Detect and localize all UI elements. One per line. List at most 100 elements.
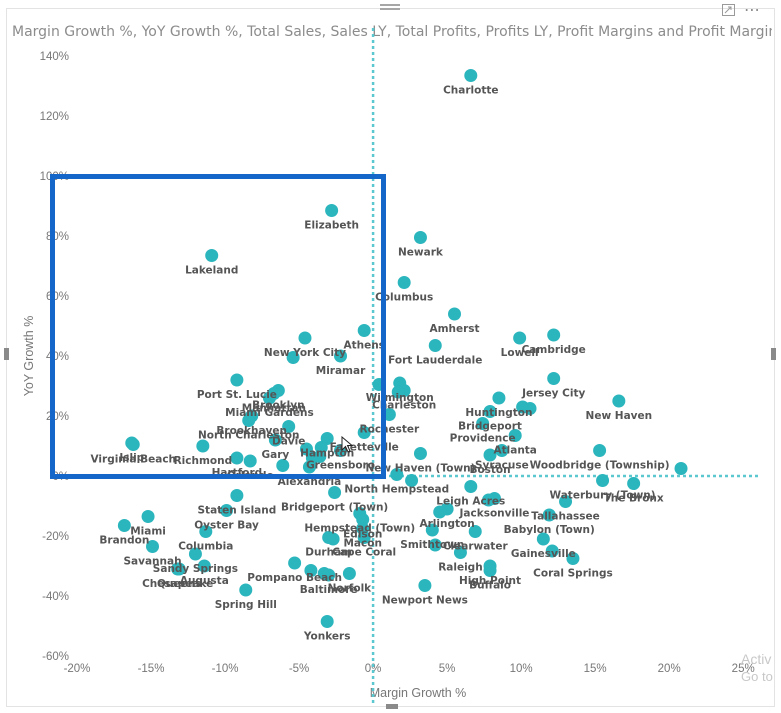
data-point: [513, 331, 527, 345]
data-point-label: Manhattan: [242, 403, 306, 415]
data-point: [286, 351, 300, 364]
x-tick-label: -10%: [212, 663, 239, 675]
data-point: [468, 525, 482, 538]
data-point: [382, 408, 396, 421]
data-point-label: New York City: [264, 347, 346, 359]
data-point-label: Amherst: [429, 323, 479, 335]
data-point-label: Miramar: [316, 365, 366, 377]
data-point: [242, 414, 256, 427]
data-point: [357, 531, 371, 544]
activation-watermark: Activ Go to: [741, 650, 773, 686]
data-point: [243, 454, 257, 468]
data-point-label: Durham: [305, 547, 352, 559]
data-point: [674, 462, 688, 475]
more-options-icon[interactable]: ⋯: [744, 0, 761, 19]
focus-mode-icon[interactable]: [722, 4, 735, 16]
x-tick-label: 0%: [365, 663, 382, 675]
visual-container[interactable]: [6, 8, 775, 707]
data-point-label: Hampton: [300, 448, 354, 460]
data-point-label: Brandon: [99, 535, 149, 547]
data-point: [542, 508, 556, 522]
data-point: [464, 69, 478, 82]
data-point-label: Oyster Bay: [194, 520, 259, 532]
data-point: [298, 331, 312, 345]
data-point: [483, 564, 497, 577]
data-point: [220, 504, 234, 517]
data-point: [397, 276, 411, 289]
data-point-label: Orlando: [227, 470, 274, 482]
data-point-label: Jersey City: [521, 388, 585, 400]
data-point-label: Babylon (Town): [504, 524, 595, 536]
data-point: [453, 546, 467, 559]
visual-header: ⋯: [0, 0, 781, 22]
data-point-label: Savannah: [123, 556, 181, 568]
data-point-label: North Hempstead: [344, 484, 449, 496]
data-point-label: North Charleston: [198, 430, 299, 442]
resize-handle-left[interactable]: [4, 348, 9, 360]
data-point-label: Elizabeth: [304, 220, 359, 232]
data-point: [547, 372, 561, 385]
data-point-label: Augusta: [180, 575, 229, 587]
data-point: [357, 426, 371, 439]
watermark-line-1: Activ: [741, 651, 772, 667]
data-point: [313, 450, 327, 463]
data-point: [230, 489, 244, 502]
data-point-label: Raleigh: [438, 562, 482, 574]
data-point-label: Coral Springs: [533, 568, 613, 580]
x-tick-label: -5%: [289, 663, 309, 675]
data-point-label: New Haven (Town): [365, 463, 475, 475]
data-point-label: Syracuse: [475, 460, 529, 472]
data-point-label: Brooklyn: [252, 400, 305, 412]
data-point-label: Buffalo: [469, 580, 511, 592]
data-point-label: Staten Island: [197, 505, 276, 517]
data-point: [448, 307, 462, 321]
data-point-label: Bridgeport (Town): [281, 502, 388, 514]
y-tick-label: 140%: [40, 51, 69, 63]
data-point-label: Pompano Beach: [247, 572, 342, 584]
y-tick-label: 100%: [40, 171, 69, 183]
data-point-label: Lowell: [501, 347, 539, 359]
watermark-line-2: Go to: [741, 669, 773, 684]
data-point-label: Fort Lauderdale: [388, 355, 482, 367]
data-point-label: Tallahassee: [531, 511, 599, 523]
data-point-label: Cambridge: [522, 344, 586, 356]
reference-lines: [77, 28, 760, 706]
data-point: [428, 339, 442, 352]
data-point-label: Sandy Springs: [153, 563, 238, 575]
data-point-label: Miami: [130, 526, 166, 538]
resize-handle-bottom[interactable]: [386, 704, 398, 709]
x-tick-label: 15%: [584, 663, 607, 675]
x-axis-label: Margin Growth %: [370, 686, 467, 700]
data-point: [482, 493, 496, 507]
data-point: [322, 568, 336, 582]
data-point-label: New Haven: [586, 410, 653, 422]
data-point: [197, 559, 211, 573]
data-point-label: Leigh Acres: [436, 496, 505, 508]
data-point-label: Woodbridge (Township): [530, 460, 670, 472]
data-point: [205, 249, 219, 262]
data-point: [390, 468, 404, 481]
data-point-label: Charlotte: [443, 85, 498, 97]
data-point-label: Providence: [450, 433, 516, 445]
data-point: [199, 525, 213, 538]
data-point: [146, 540, 160, 553]
data-point: [325, 204, 339, 217]
data-point: [627, 477, 641, 490]
data-point-label: Cape Coral: [332, 547, 396, 559]
data-point: [413, 447, 427, 460]
data-point: [239, 583, 253, 597]
data-point-label: Port St. Lucie: [197, 389, 277, 401]
chart-title: Margin Growth %, YoY Growth %, Total Sal…: [12, 24, 772, 40]
data-point: [171, 562, 185, 576]
data-point-label: The Bronx: [604, 493, 664, 505]
data-point: [492, 391, 506, 405]
drag-grip-icon[interactable]: [380, 4, 400, 14]
data-point-label: Newport News: [382, 595, 468, 607]
y-tick-label: 0%: [52, 471, 69, 483]
data-point-label: High Point: [459, 575, 521, 587]
data-point: [566, 552, 580, 565]
data-point: [334, 349, 348, 363]
data-point-label: Miami Gardens: [225, 407, 314, 419]
mouse-pointer-icon: [341, 435, 355, 454]
resize-handle-right[interactable]: [771, 348, 776, 360]
